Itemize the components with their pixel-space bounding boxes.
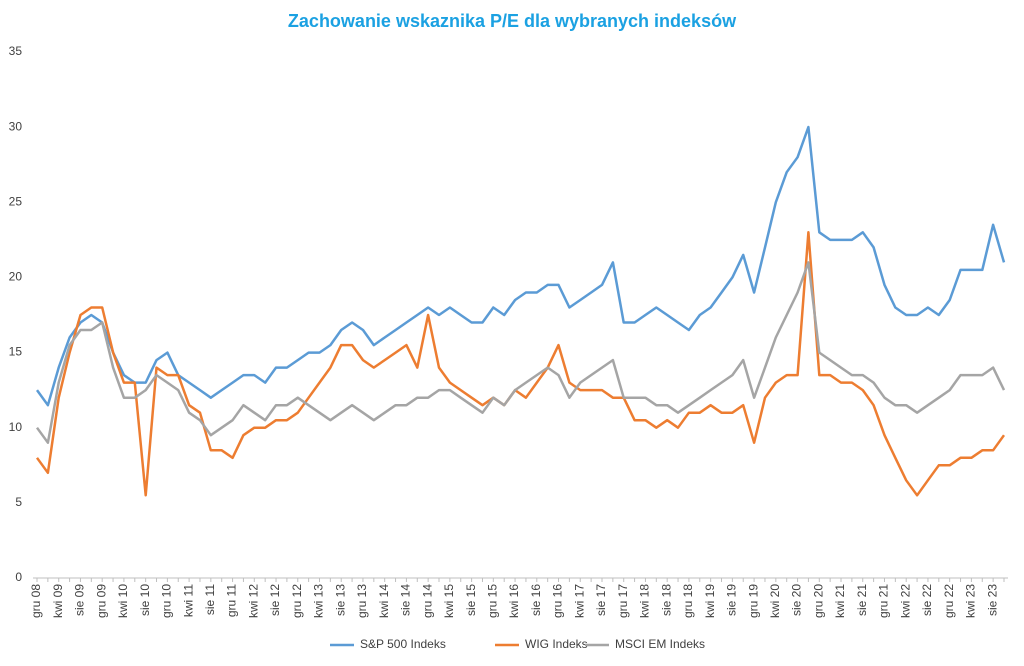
x-tick-label: sie 11 (203, 584, 217, 615)
line-series (35, 261, 1006, 444)
x-tick-label: gru 18 (681, 584, 695, 618)
chart-title: Zachowanie wskaznika P/E dla wybranych i… (288, 11, 737, 31)
x-tick-label: kwi 11 (181, 584, 195, 617)
x-tick-label: sie 14 (399, 584, 413, 616)
x-tick-label: kwi 18 (638, 584, 652, 618)
legend-label: WIG Indeks (525, 637, 588, 651)
x-tick-label: sie 16 (529, 584, 543, 616)
x-tick-label: kwi 19 (703, 584, 717, 618)
legend-label: MSCI EM Indeks (615, 637, 705, 651)
x-tick-label: gru 16 (551, 584, 565, 618)
y-tick-label: 20 (9, 270, 23, 284)
x-tick-label: kwi 20 (768, 584, 782, 618)
x-tick-label: sie 15 (464, 584, 478, 616)
x-tick-label: kwi 14 (377, 584, 391, 618)
x-tick-label: sie 23 (985, 584, 999, 616)
x-tick-label: kwi 17 (572, 584, 586, 618)
x-tick-label: sie 17 (594, 584, 608, 616)
x-tick-label: sie 22 (920, 584, 934, 616)
x-tick-label: kwi 15 (442, 584, 456, 618)
x-tick-label: gru 13 (355, 584, 369, 618)
y-tick-label: 25 (9, 194, 23, 208)
x-tick-label: sie 09 (73, 584, 87, 616)
x-tick-label: sie 18 (659, 584, 673, 616)
x-tick-label: kwi 22 (898, 584, 912, 618)
line-series (35, 231, 1006, 497)
x-tick-label: gru 09 (94, 584, 108, 618)
x-tick-label: sie 20 (790, 584, 804, 616)
x-tick-label: gru 22 (942, 584, 956, 618)
x-tick-label: kwi 09 (51, 584, 65, 618)
x-tick-label: sie 21 (855, 584, 869, 616)
x-tick-label: kwi 23 (964, 584, 978, 618)
x-tick-label: sie 10 (138, 584, 152, 616)
x-tick-label: gru 20 (811, 584, 825, 618)
x-tick-label: gru 17 (616, 584, 630, 618)
line-series (35, 125, 1006, 407)
y-tick-label: 35 (9, 44, 23, 58)
y-tick-label: 0 (15, 570, 22, 584)
y-tick-label: 5 (15, 495, 22, 509)
x-tick-label: gru 15 (486, 584, 500, 618)
x-tick-label: gru 14 (420, 584, 434, 618)
x-tick-label: kwi 21 (833, 584, 847, 618)
x-tick-label: sie 13 (333, 584, 347, 616)
y-tick-label: 10 (9, 420, 23, 434)
x-tick-label: sie 19 (725, 584, 739, 616)
x-tick-label: gru 12 (290, 584, 304, 618)
x-tick-label: kwi 12 (246, 584, 260, 618)
y-tick-label: 30 (9, 119, 23, 133)
legend-label: S&P 500 Indeks (360, 637, 446, 651)
x-tick-label: gru 19 (746, 584, 760, 618)
x-tick-label: kwi 13 (312, 584, 326, 618)
x-tick-label: kwi 16 (507, 584, 521, 618)
y-tick-label: 15 (9, 345, 23, 359)
x-tick-label: gru 21 (877, 584, 891, 618)
x-tick-label: sie 12 (268, 584, 282, 616)
x-tick-label: kwi 10 (116, 584, 130, 618)
x-tick-label: gru 10 (160, 584, 174, 618)
x-tick-label: gru 08 (29, 584, 43, 618)
x-tick-label: gru 11 (225, 584, 239, 617)
